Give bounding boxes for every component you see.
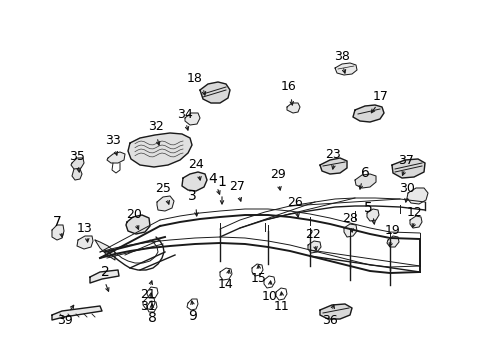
Polygon shape <box>286 103 299 113</box>
Text: 15: 15 <box>250 273 266 285</box>
Text: 28: 28 <box>342 211 357 225</box>
Polygon shape <box>71 158 84 169</box>
Text: 36: 36 <box>322 314 337 327</box>
Text: 38: 38 <box>333 50 349 63</box>
Text: 13: 13 <box>77 221 93 234</box>
Text: 33: 33 <box>105 134 121 147</box>
Polygon shape <box>90 270 119 283</box>
Text: 26: 26 <box>286 195 302 208</box>
Polygon shape <box>77 236 93 249</box>
Text: 7: 7 <box>53 215 61 229</box>
Text: 23: 23 <box>325 148 340 162</box>
Polygon shape <box>52 225 64 240</box>
Text: 10: 10 <box>262 289 277 302</box>
Polygon shape <box>366 209 378 221</box>
Polygon shape <box>182 172 206 191</box>
Polygon shape <box>128 133 192 167</box>
Polygon shape <box>391 159 424 178</box>
Text: 30: 30 <box>398 181 414 194</box>
Polygon shape <box>126 215 150 234</box>
Text: 8: 8 <box>147 311 156 325</box>
Polygon shape <box>157 196 174 211</box>
Text: 35: 35 <box>69 149 85 162</box>
Text: 9: 9 <box>188 309 197 323</box>
Polygon shape <box>319 158 346 174</box>
Text: 37: 37 <box>397 154 413 167</box>
Text: 4: 4 <box>208 172 217 186</box>
Polygon shape <box>307 241 320 253</box>
Polygon shape <box>406 188 427 204</box>
Polygon shape <box>343 224 356 237</box>
Polygon shape <box>354 174 375 188</box>
Text: 17: 17 <box>372 90 388 104</box>
Polygon shape <box>107 152 125 163</box>
Polygon shape <box>200 82 229 103</box>
Text: 16: 16 <box>281 81 296 94</box>
Text: 20: 20 <box>126 207 142 220</box>
Polygon shape <box>184 113 200 125</box>
Text: 25: 25 <box>155 183 171 195</box>
Polygon shape <box>334 63 356 75</box>
Text: 2: 2 <box>101 265 109 279</box>
Text: 1: 1 <box>217 175 226 189</box>
Text: 12: 12 <box>407 206 422 219</box>
Text: 21: 21 <box>140 288 156 302</box>
Text: 19: 19 <box>385 225 400 238</box>
Text: 6: 6 <box>360 166 368 180</box>
Polygon shape <box>72 169 82 180</box>
Text: 29: 29 <box>269 168 285 181</box>
Polygon shape <box>409 216 421 228</box>
Text: 5: 5 <box>363 201 372 215</box>
Polygon shape <box>352 105 383 122</box>
Polygon shape <box>319 304 351 319</box>
Text: 14: 14 <box>218 278 233 291</box>
Text: 11: 11 <box>274 301 289 314</box>
Polygon shape <box>95 240 115 260</box>
Text: 18: 18 <box>187 72 203 85</box>
Polygon shape <box>386 236 398 247</box>
Text: 24: 24 <box>188 158 203 171</box>
Text: 34: 34 <box>177 108 192 121</box>
Text: 32: 32 <box>148 121 163 134</box>
Text: 3: 3 <box>187 189 196 203</box>
Text: 27: 27 <box>228 180 244 193</box>
Text: 31: 31 <box>140 301 156 314</box>
Text: 22: 22 <box>305 228 320 240</box>
Text: 39: 39 <box>57 314 73 327</box>
Polygon shape <box>52 306 102 320</box>
